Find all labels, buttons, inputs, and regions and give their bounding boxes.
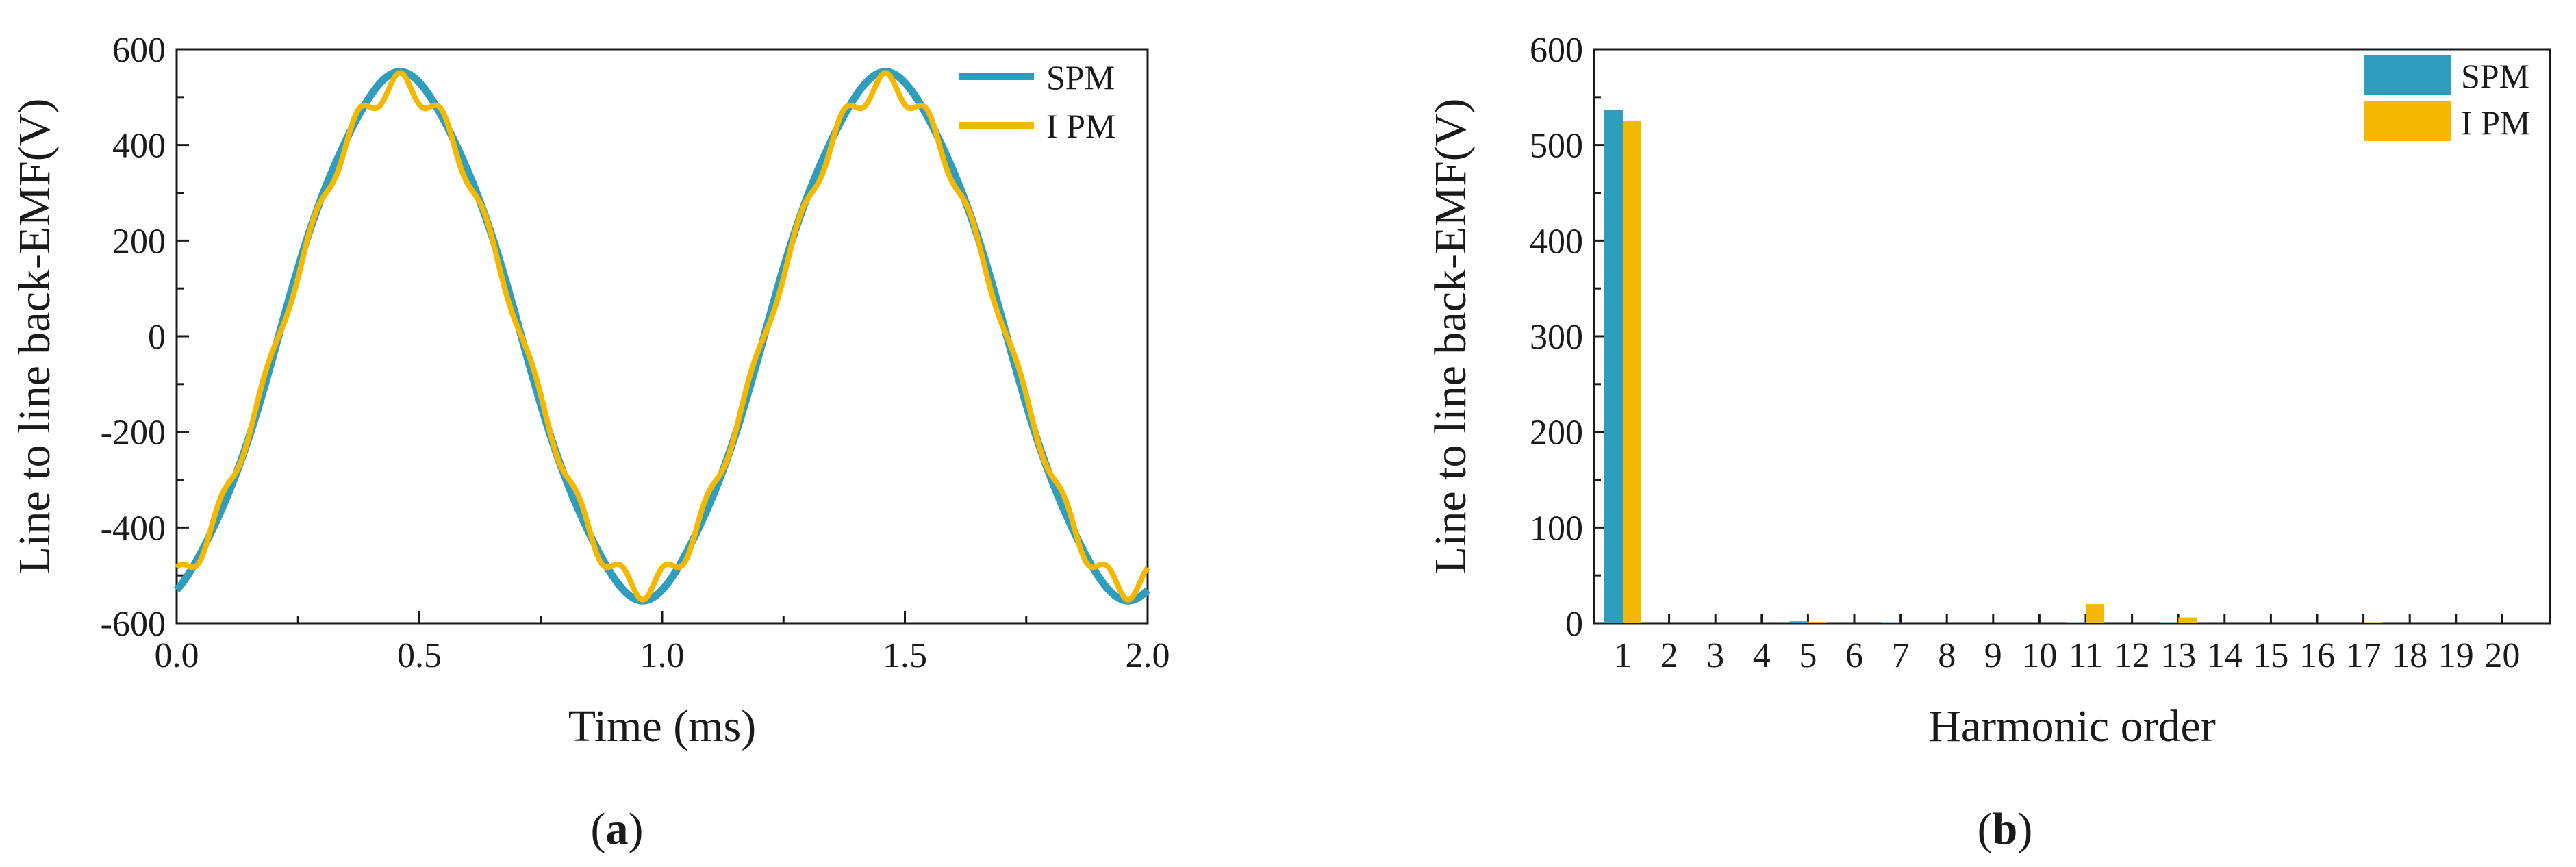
panel-a-ticks: -600 -400 -200 0 200 400 600 0.0 0.5 1.0 1.5 2.0 [101, 31, 1170, 675]
panel-b-x-tick-label: 15 [2253, 636, 2288, 675]
panel-b-x-tick-label: 18 [2392, 636, 2427, 675]
panel-a-series-line-ipm [175, 70, 1150, 603]
panel-a-legend-label-spm: SPM [1046, 58, 1115, 97]
panel-b-legend-swatch-spm [2364, 55, 2451, 95]
panel-b-legend: SPM I PM [2364, 55, 2530, 142]
panel-a-y-tick-label: -600 [101, 605, 166, 644]
panel-b-x-tick-label: 11 [2069, 636, 2103, 675]
panel-b-bar-ipm-h11 [2086, 604, 2104, 623]
panel-a-y-tick-label: 600 [112, 31, 166, 70]
panel-b-bar-ipm-h5 [1808, 621, 1827, 623]
panel-b-x-tick-label: 8 [1938, 636, 1956, 675]
panel-b-x-tick-label: 4 [1753, 636, 1771, 675]
panel-b-y-tick-label: 500 [1530, 127, 1583, 166]
caption-a-open: ( [591, 804, 606, 854]
panel-a-x-tick-label: 0.0 [155, 636, 199, 675]
panel-a-line-chart: -600 -400 -200 0 200 400 600 0.0 0.5 1.0 1.5 2.0 Ti… [10, 31, 1170, 751]
panel-b-x-tick-label: 7 [1892, 636, 1910, 675]
caption-b: (b) [1978, 804, 2033, 854]
panel-b-bar-spm-h1 [1604, 109, 1623, 624]
panel-b-y-axis-label: Line to line back-EMF(V) [1426, 99, 1476, 575]
panel-b-x-tick-label: 16 [2299, 636, 2335, 675]
panel-a-series [173, 68, 1150, 605]
panel-a-y-tick-label: 400 [112, 127, 166, 166]
panel-b-legend-label-spm: SPM [2461, 57, 2529, 95]
panel-b-y-tick-label: 600 [1530, 31, 1583, 70]
panel-a-legend-label-ipm: I PM [1046, 107, 1115, 145]
panel-b-legend-label-ipm: I PM [2461, 103, 2530, 142]
caption-a: (a) [591, 804, 644, 854]
panel-b-x-tick-label: 2 [1660, 636, 1678, 675]
panel-b-y-tick-label: 0 [1565, 605, 1583, 644]
caption-b-open: ( [1978, 804, 1993, 854]
panel-b-x-tick-label: 19 [2438, 636, 2474, 675]
caption-a-letter: a [606, 804, 629, 854]
panel-b-x-tick-label: 17 [2346, 636, 2382, 675]
panel-a-x-tick-label: 0.5 [397, 636, 442, 675]
panel-a-y-tick-label: 200 [112, 222, 166, 261]
panel-b-x-tick-label: 14 [2207, 636, 2243, 675]
panel-b-x-tick-label: 5 [1799, 636, 1817, 675]
panel-b-y-tick-label: 100 [1530, 509, 1583, 548]
panel-b-x-tick-label: 3 [1706, 636, 1724, 675]
caption-a-close: ) [629, 804, 644, 854]
panel-a-legend: SPM I PM [959, 58, 1115, 145]
caption-b-close: ) [2017, 804, 2032, 854]
panel-b-legend-swatch-ipm [2364, 101, 2451, 141]
panel-a-plot-frame [175, 48, 1149, 625]
panel-b-y-tick-label: 300 [1530, 318, 1583, 357]
caption-b-letter: b [1993, 804, 2018, 854]
panel-b-bars [1604, 109, 2382, 624]
panel-b-bar-ipm-h1 [1623, 121, 1641, 623]
panel-b-x-tick-label: 6 [1845, 636, 1863, 675]
panel-b-x-tick-label: 9 [1984, 636, 2002, 675]
panel-b-x-axis-label: Harmonic order [1928, 701, 2216, 751]
panel-b-x-tick-label: 12 [2114, 636, 2150, 675]
panel-b-x-tick-label: 13 [2160, 636, 2196, 675]
panel-a-y-tick-label: -200 [101, 414, 166, 453]
panel-a-y-axis-label: Line to line back-EMF(V) [10, 99, 60, 575]
panel-a-x-tick-label: 1.0 [640, 636, 685, 675]
panel-a-y-tick-label: -400 [101, 509, 166, 548]
panel-a-y-tick-label: 0 [148, 318, 166, 357]
panel-b-y-tick-label: 400 [1530, 222, 1583, 261]
panel-a-series-line-spm [173, 68, 1150, 605]
panel-a-x-axis-label: Time (ms) [568, 701, 756, 751]
panel-b-x-tick-label: 20 [2484, 636, 2520, 675]
panel-a-x-tick-label: 1.5 [883, 636, 927, 675]
panel-b-x-tick-label: 10 [2021, 636, 2057, 675]
panel-b-x-tick-label: 1 [1614, 636, 1632, 675]
panel-a-x-tick-label: 2.0 [1126, 636, 1170, 675]
panel-b-bar-spm-h5 [1789, 621, 1808, 623]
panel-b-bar-ipm-h13 [2178, 617, 2197, 623]
panel-b-y-tick-label: 200 [1530, 414, 1583, 453]
